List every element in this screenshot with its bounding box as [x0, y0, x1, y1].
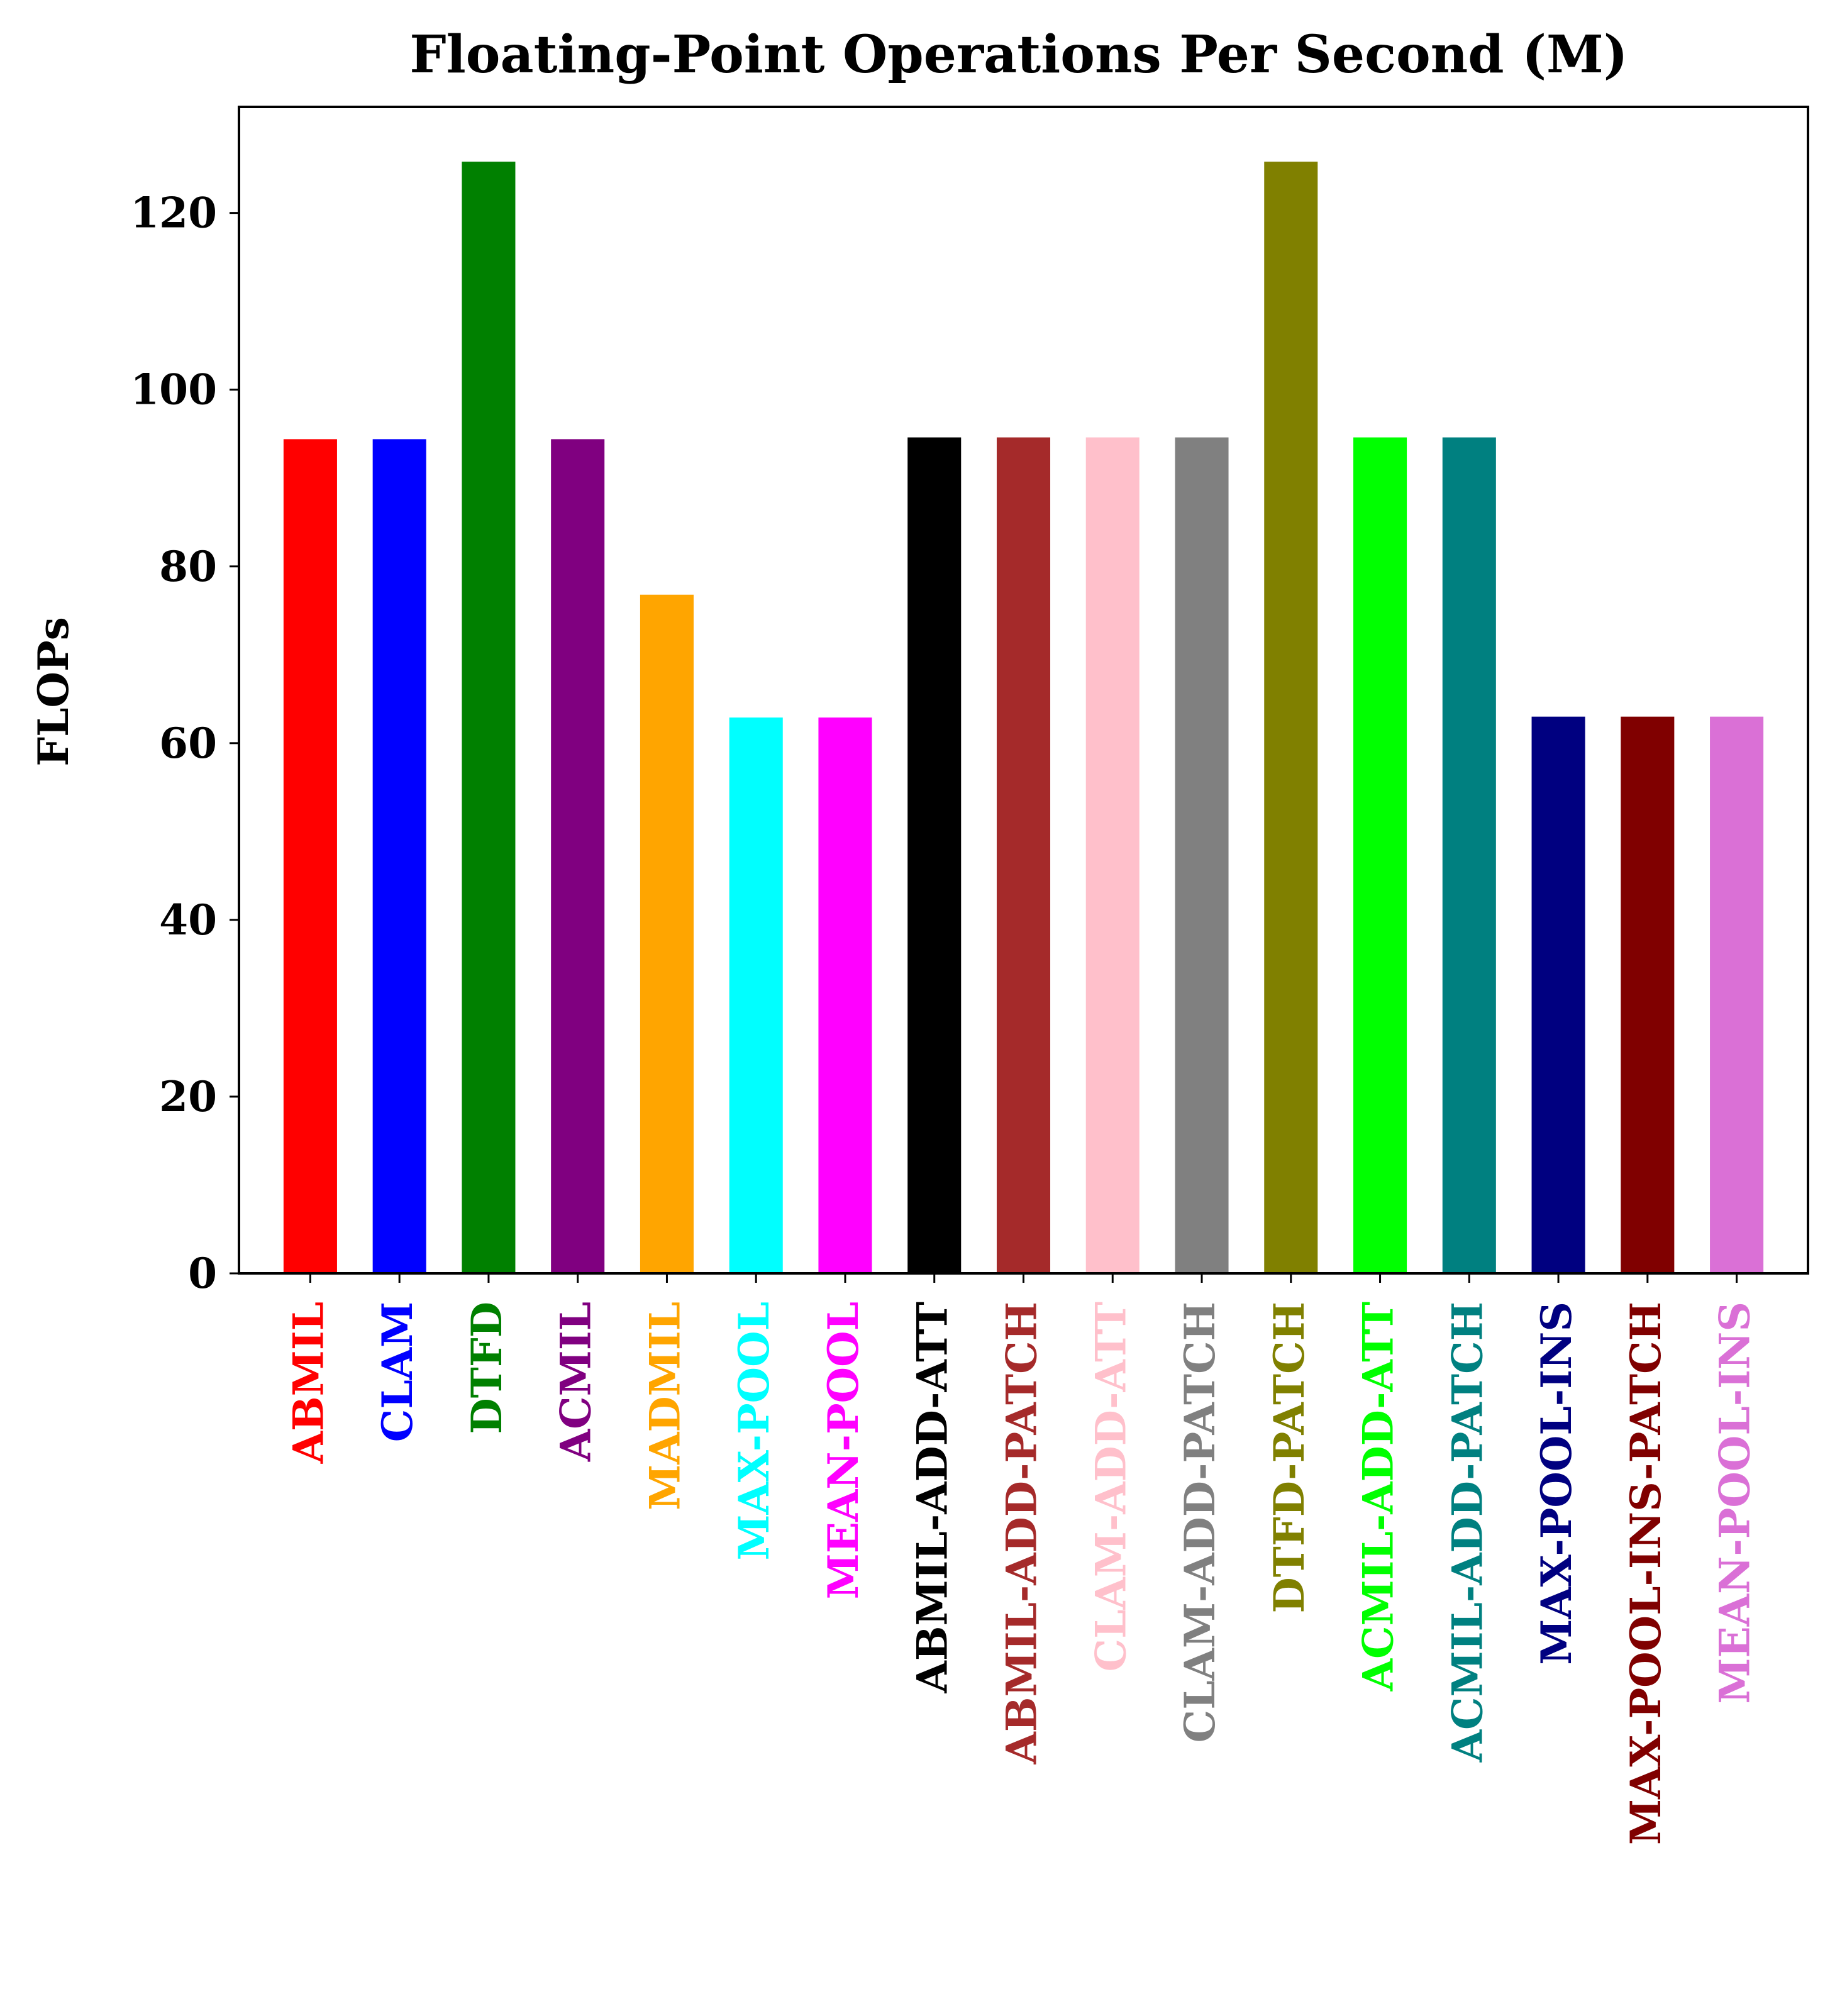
y-axis-label: FLOPs — [29, 617, 78, 767]
chart-title: Floating-Point Operations Per Second (M) — [409, 25, 1628, 85]
x-tick-label: MAX-POOL-INS-PATCH — [1621, 1302, 1670, 1845]
bar-max-pool-ins-patch — [1621, 716, 1675, 1273]
x-tick-label: CLAM-ADD-ATT — [1086, 1302, 1135, 1671]
bar-clam — [372, 439, 426, 1273]
bar-acmil — [551, 439, 605, 1273]
bar-max-pool — [729, 717, 783, 1273]
x-tick-label: ACMIL-ADD-ATT — [1354, 1302, 1403, 1692]
x-tick-label: CLAM — [373, 1302, 422, 1442]
x-tick-label: ACMIL — [552, 1302, 601, 1462]
bar-madmil — [640, 594, 694, 1273]
x-tick-label: ABMIL — [284, 1302, 333, 1464]
x-tick-label: ABMIL-ADD-ATT — [908, 1302, 957, 1694]
bars-group — [283, 162, 1764, 1274]
x-tick-label: MAX-POOL-INS — [1532, 1302, 1581, 1665]
y-tick-label: 100 — [130, 365, 217, 414]
bar-dtfd-patch — [1264, 162, 1318, 1273]
bar-mean-pool — [818, 717, 872, 1273]
x-tick-label: MAX-POOL — [729, 1302, 779, 1561]
y-tick-label: 60 — [159, 719, 217, 768]
x-tick-label: MEAN-POOL — [819, 1302, 868, 1599]
bar-clam-add-att — [1085, 437, 1140, 1274]
bar-max-pool-ins — [1531, 716, 1585, 1273]
x-tick-label: CLAM-ADD-PATCH — [1175, 1302, 1224, 1742]
x-tick-label: MADMIL — [640, 1302, 689, 1510]
plot-frame — [238, 106, 1809, 1275]
bar-abmil-add-att — [907, 437, 962, 1274]
x-tick-label: ABMIL-ADD-PATCH — [997, 1302, 1046, 1764]
x-tick-label: DTFD — [462, 1302, 511, 1434]
x-tick-label: MEAN-POOL-INS — [1711, 1302, 1760, 1704]
bar-mean-pool-ins — [1710, 716, 1764, 1273]
bar-clam-add-patch — [1175, 437, 1229, 1274]
x-axis: ABMIL CLAM DTFD ACMIL MADMIL MAX-POOL MEAN-POO… — [284, 1273, 1760, 1845]
y-tick-label: 40 — [159, 895, 217, 944]
bar-acmil-add-att — [1353, 437, 1407, 1274]
bar-dtfd — [462, 162, 516, 1273]
y-tick-label: 80 — [159, 542, 217, 591]
bar-abmil-add-patch — [996, 437, 1051, 1274]
y-tick-label: 20 — [159, 1072, 217, 1121]
y-tick-label: 120 — [130, 189, 217, 238]
bar-acmil-add-patch — [1442, 437, 1496, 1274]
y-tick-label: 0 — [188, 1249, 217, 1298]
x-tick-label: DTFD-PATCH — [1265, 1302, 1314, 1613]
bar-abmil — [283, 439, 337, 1273]
x-tick-label: ACMIL-ADD-PATCH — [1443, 1302, 1492, 1763]
y-axis: 0 20 40 60 80 100 120 — [130, 189, 239, 1298]
